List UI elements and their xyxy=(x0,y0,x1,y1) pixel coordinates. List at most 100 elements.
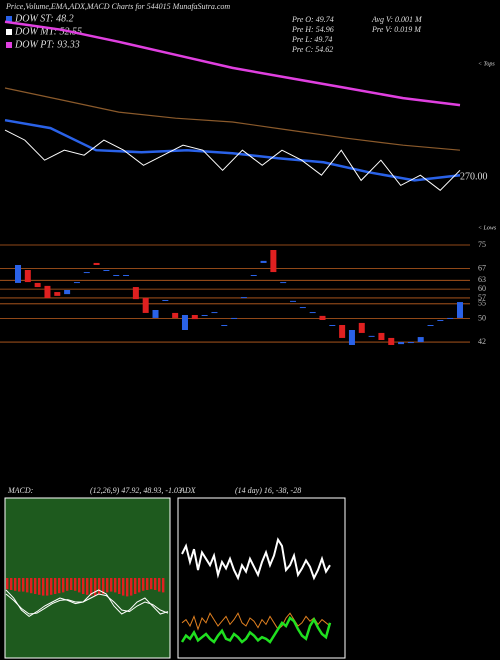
candle xyxy=(447,317,454,319)
candle xyxy=(15,265,21,283)
candle xyxy=(221,325,228,326)
adx-line xyxy=(181,537,331,581)
macd-bar xyxy=(82,578,85,594)
info-text: Pre L: 49.74 xyxy=(291,35,332,44)
candle xyxy=(240,297,247,299)
candle xyxy=(457,302,463,318)
candle xyxy=(407,342,414,344)
macd-bar xyxy=(70,578,73,590)
macd-bar xyxy=(154,578,157,590)
info-text: Pre V: 0.019 M xyxy=(371,25,422,34)
candle xyxy=(231,317,238,319)
candle xyxy=(142,297,149,313)
macd-bar xyxy=(134,578,137,594)
macd-bar xyxy=(78,578,81,593)
tops-label: < Tops xyxy=(478,61,495,67)
candle xyxy=(378,332,385,340)
candle xyxy=(348,330,355,345)
macd-bar xyxy=(150,578,153,590)
level-label: 67 xyxy=(478,263,486,272)
macd-bar xyxy=(58,578,61,594)
macd-bar xyxy=(14,578,17,591)
candle xyxy=(437,320,444,321)
candle xyxy=(339,325,346,338)
adx-line xyxy=(181,612,331,631)
candle xyxy=(201,315,208,316)
adx-panel xyxy=(177,497,346,659)
macd-line xyxy=(5,593,169,615)
macd-bar xyxy=(118,578,121,594)
candle xyxy=(34,282,41,288)
info-text: Avg V: 0.001 M xyxy=(371,15,423,24)
macd-bar xyxy=(158,578,161,592)
candle xyxy=(398,342,405,345)
chart-title: Price,Volume,EMA,ADX,MACD Charts for 544… xyxy=(5,2,230,11)
price-line xyxy=(4,87,461,151)
candle xyxy=(290,300,297,302)
macd-bar xyxy=(102,578,105,594)
price-line xyxy=(4,129,461,191)
macd-bar xyxy=(10,578,13,590)
candle xyxy=(132,287,139,300)
legend-text: DOW MT: 52.55 xyxy=(14,26,82,37)
macd-bar xyxy=(162,578,165,593)
candle xyxy=(309,312,316,314)
candle xyxy=(24,270,31,283)
candle xyxy=(299,307,306,309)
macd-bar xyxy=(62,578,65,593)
price-line xyxy=(4,20,461,107)
candle xyxy=(417,337,424,343)
macd-bar xyxy=(50,578,53,595)
legend-swatch xyxy=(6,42,12,48)
candle xyxy=(103,270,110,271)
candle xyxy=(181,315,188,330)
macd-bar xyxy=(66,578,69,591)
candle xyxy=(319,315,326,320)
price-line xyxy=(4,118,461,182)
macd-bar xyxy=(26,578,29,593)
candle xyxy=(152,310,159,318)
macd-bar xyxy=(54,578,57,594)
macd-bar xyxy=(106,578,109,593)
candle xyxy=(270,250,277,273)
level-label: 50 xyxy=(478,313,486,322)
candle xyxy=(358,322,365,333)
macd-bar xyxy=(42,578,45,596)
macd-bar xyxy=(122,578,125,596)
legend-swatch xyxy=(6,29,12,35)
legend-swatch xyxy=(6,16,12,22)
info-text: Pre C: 54.62 xyxy=(291,45,333,54)
adx-params: (14 day) 16, -38, -28 xyxy=(235,486,301,495)
macd-bar xyxy=(22,578,25,592)
candle xyxy=(250,275,257,276)
adx-label: ADX xyxy=(179,486,197,495)
candle xyxy=(388,337,395,345)
macd-bar xyxy=(74,578,77,591)
candle xyxy=(93,262,100,265)
candle xyxy=(83,272,90,274)
macd-bar xyxy=(146,578,149,590)
macd-bar xyxy=(142,578,145,591)
macd-bar xyxy=(86,578,89,595)
level-label: 57 xyxy=(478,293,486,302)
macd-bar xyxy=(46,578,49,596)
macd-bar xyxy=(126,578,129,597)
candle xyxy=(211,312,218,314)
level-label: 42 xyxy=(478,337,486,346)
legend-text: DOW ST: 48.2 xyxy=(14,13,74,24)
candle xyxy=(280,282,287,284)
macd-label: MACD: xyxy=(7,486,34,495)
candle xyxy=(368,335,375,337)
candle xyxy=(113,275,120,276)
macd-bar xyxy=(114,578,117,593)
candle xyxy=(329,325,336,326)
candle xyxy=(44,285,51,298)
macd-bar xyxy=(130,578,133,596)
macd-bar xyxy=(38,578,41,595)
candle xyxy=(64,290,71,295)
adx-line xyxy=(180,616,332,644)
lows-label: < Lows xyxy=(478,225,497,231)
info-text: Pre O: 49.74 xyxy=(291,15,334,24)
candle xyxy=(172,312,179,318)
macd-bar xyxy=(138,578,141,593)
